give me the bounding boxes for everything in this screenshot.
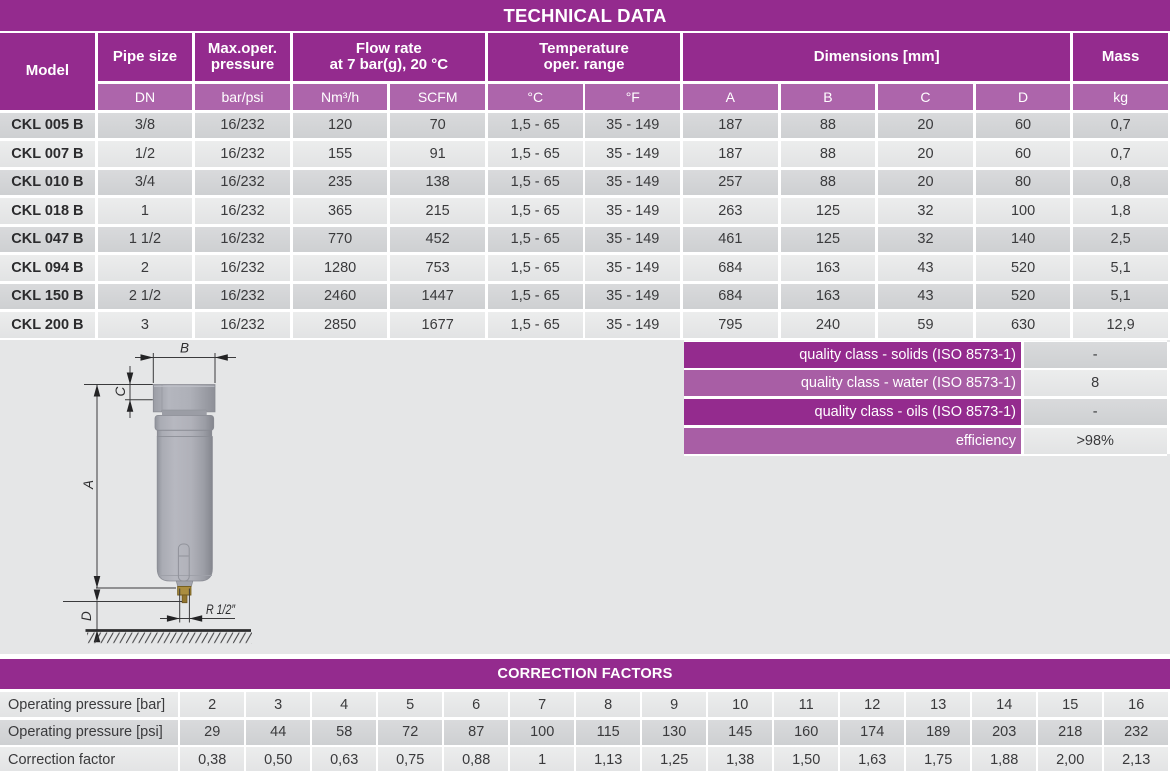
svg-text:B: B [180, 341, 189, 356]
svg-text:R 1/2″: R 1/2″ [206, 602, 236, 618]
svg-text:D: D [79, 611, 94, 621]
svg-text:C: C [113, 387, 128, 397]
svg-text:A: A [81, 480, 96, 490]
